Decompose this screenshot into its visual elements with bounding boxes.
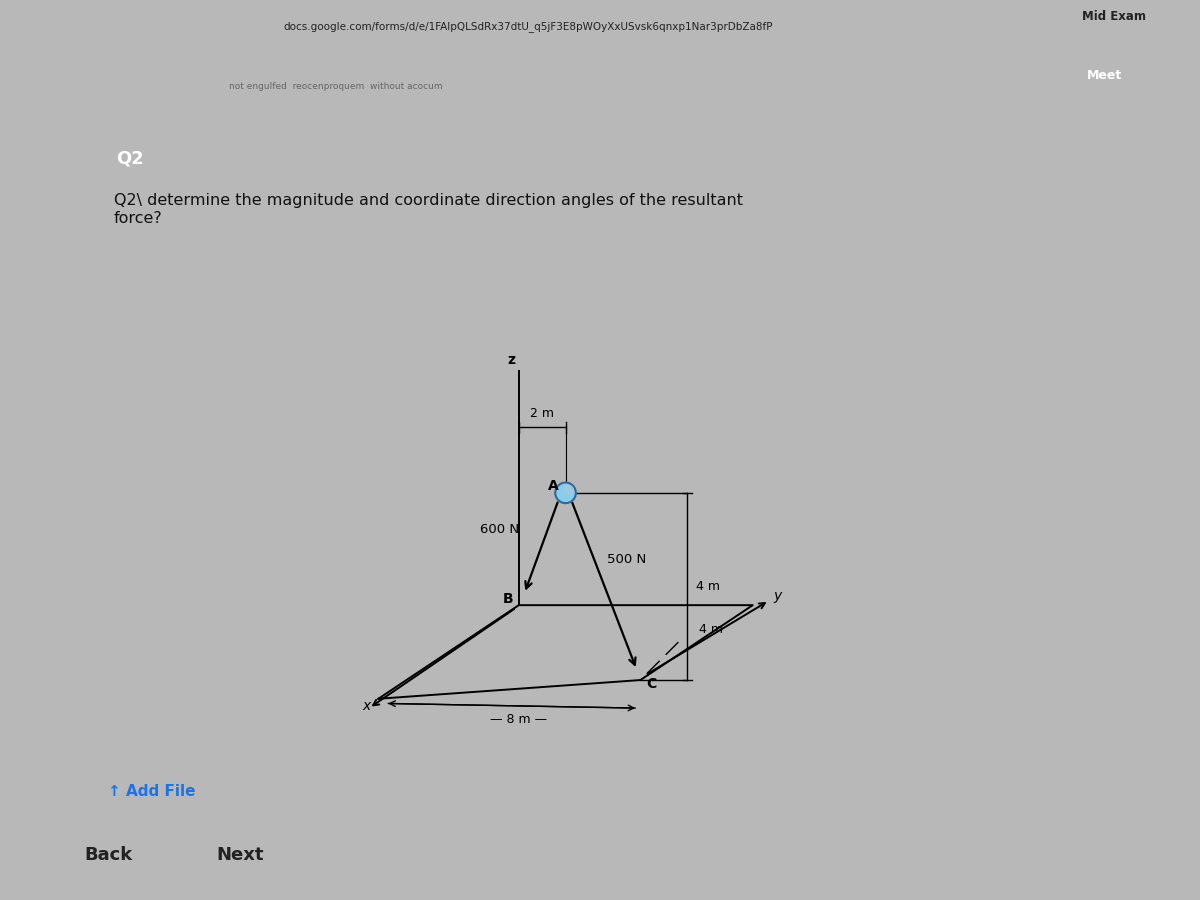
Text: A: A	[547, 480, 558, 493]
Text: — 8 m —: — 8 m —	[490, 713, 547, 725]
Text: 2 m: 2 m	[530, 408, 554, 420]
Circle shape	[556, 482, 576, 503]
Text: 500 N: 500 N	[607, 553, 646, 566]
Text: y: y	[774, 590, 782, 604]
Circle shape	[564, 485, 574, 495]
Text: docs.google.com/forms/d/e/1FAlpQLSdRx37dtU_q5jF3E8pWOyXxUSvsk6qnxp1Nar3prDbZa8fP: docs.google.com/forms/d/e/1FAlpQLSdRx37d…	[283, 21, 773, 32]
Text: 4 m: 4 m	[698, 623, 722, 635]
Text: Q2: Q2	[115, 149, 144, 167]
Text: Next: Next	[216, 846, 264, 864]
Text: z: z	[508, 353, 516, 367]
Text: Mid Exam: Mid Exam	[1082, 10, 1146, 22]
Text: Back: Back	[84, 846, 132, 864]
Text: B: B	[503, 592, 514, 606]
Text: 600 N: 600 N	[480, 523, 520, 536]
Text: 4 m: 4 m	[696, 580, 720, 593]
Text: not engulfed  reocenproquem  without acocum: not engulfed reocenproquem without acocu…	[229, 83, 443, 92]
Text: ↑ Add File: ↑ Add File	[108, 785, 196, 799]
Text: C: C	[646, 678, 656, 691]
Text: Q2\ determine the magnitude and coordinate direction angles of the resultant
for: Q2\ determine the magnitude and coordina…	[114, 194, 743, 226]
Text: Meet: Meet	[1086, 69, 1122, 82]
Text: x: x	[362, 699, 371, 714]
